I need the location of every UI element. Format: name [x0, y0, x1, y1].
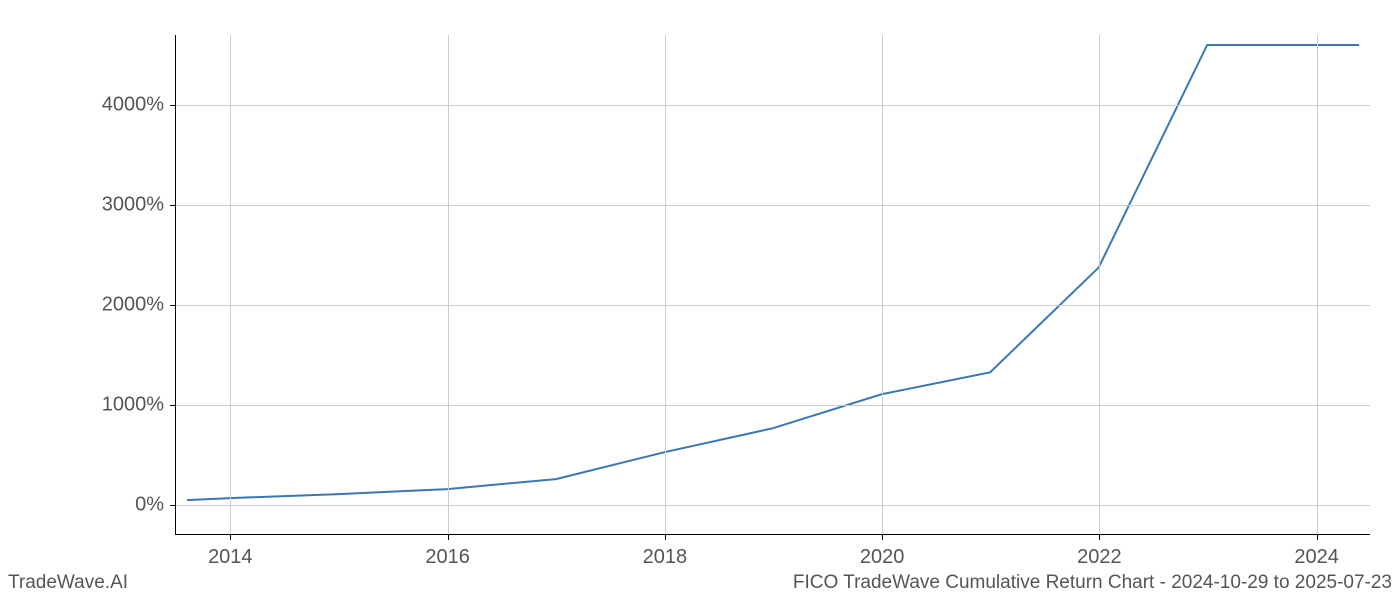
grid-line-horizontal: [176, 405, 1370, 406]
grid-line-vertical: [230, 35, 231, 534]
footer-right-text: FICO TradeWave Cumulative Return Chart -…: [793, 572, 1392, 594]
footer-left-text: TradeWave.AI: [8, 572, 128, 594]
plot-area: 2014201620182020202220240%1000%2000%3000…: [175, 35, 1370, 535]
grid-line-horizontal: [176, 205, 1370, 206]
x-tick-label: 2014: [208, 534, 253, 569]
data-line: [176, 35, 1370, 534]
grid-line-horizontal: [176, 305, 1370, 306]
y-tick-label: 4000%: [102, 94, 176, 117]
y-tick-label: 1000%: [102, 394, 176, 417]
x-tick-label: 2020: [860, 534, 905, 569]
chart-container: 2014201620182020202220240%1000%2000%3000…: [175, 35, 1370, 535]
y-tick-label: 0%: [135, 494, 176, 517]
x-tick-label: 2022: [1077, 534, 1122, 569]
grid-line-horizontal: [176, 505, 1370, 506]
x-tick-label: 2024: [1294, 534, 1339, 569]
grid-line-vertical: [1099, 35, 1100, 534]
grid-line-vertical: [882, 35, 883, 534]
grid-line-vertical: [665, 35, 666, 534]
y-tick-label: 2000%: [102, 294, 176, 317]
grid-line-vertical: [448, 35, 449, 534]
x-tick-label: 2018: [643, 534, 688, 569]
grid-line-vertical: [1317, 35, 1318, 534]
cumulative-return-line: [187, 45, 1359, 500]
grid-line-horizontal: [176, 105, 1370, 106]
x-tick-label: 2016: [425, 534, 470, 569]
y-tick-label: 3000%: [102, 194, 176, 217]
